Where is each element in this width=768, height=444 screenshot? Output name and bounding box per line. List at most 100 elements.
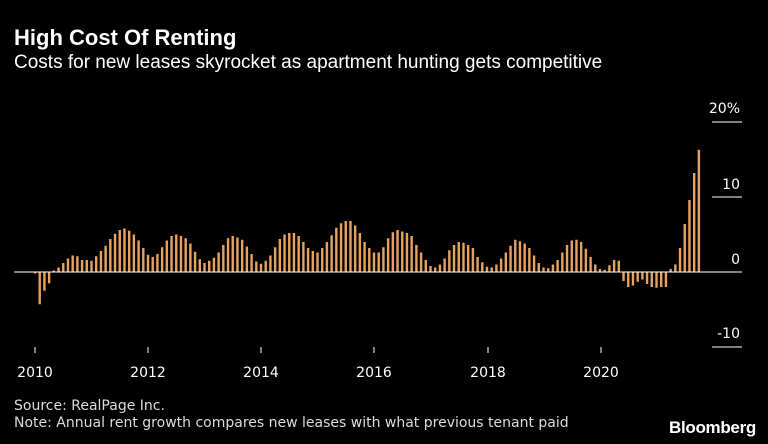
bar-66 [344, 221, 347, 272]
bar-8 [71, 255, 74, 272]
bar-49 [264, 260, 267, 272]
bar-52 [278, 239, 282, 272]
bar-27 [160, 247, 164, 272]
bar-14 [99, 251, 103, 272]
bar-62 [325, 242, 329, 272]
bar-125 [622, 272, 625, 281]
bar-9 [76, 256, 79, 272]
bar-18 [118, 230, 121, 272]
bar-120 [598, 269, 602, 272]
bar-98 [495, 264, 498, 272]
bar-42 [231, 236, 234, 272]
bar-1 [38, 272, 41, 305]
bar-34 [193, 251, 197, 272]
bar-103 [518, 241, 522, 272]
bar-140 [692, 173, 696, 272]
bar-30 [175, 234, 178, 272]
bar-96 [485, 266, 489, 272]
bar-61 [321, 248, 324, 272]
bar-136 [674, 264, 677, 272]
bar-73 [377, 252, 380, 272]
bar-138 [683, 224, 686, 272]
bar-6 [62, 263, 65, 272]
y-tick-label-neg10: -10 [717, 326, 740, 342]
bar-106 [532, 255, 536, 272]
bar-93 [471, 248, 475, 272]
bar-92 [466, 245, 470, 272]
bar-109 [547, 268, 550, 272]
bar-121 [603, 269, 606, 272]
bar-69 [358, 233, 362, 272]
bar-91 [462, 242, 465, 272]
bar-59 [311, 251, 314, 272]
bar-101 [509, 245, 512, 272]
bar-77 [396, 230, 399, 272]
bar-71 [368, 248, 371, 272]
bar-54 [288, 233, 291, 272]
bar-75 [386, 238, 390, 272]
bar-33 [189, 243, 192, 272]
bar-36 [203, 263, 206, 272]
bar-108 [542, 267, 545, 272]
bar-44 [240, 239, 244, 272]
bar-21 [132, 234, 136, 272]
bar-87 [443, 258, 446, 272]
bar-11 [85, 260, 88, 272]
bar-2 [43, 272, 46, 291]
bar-64 [335, 227, 338, 272]
bar-68 [353, 225, 357, 272]
y-axis: 20% 10 0 -10 [709, 101, 742, 348]
bar-114 [570, 240, 573, 272]
bar-40 [222, 245, 225, 272]
bar-141 [697, 149, 701, 272]
bar-111 [556, 260, 559, 272]
bar-99 [499, 258, 503, 272]
bar-83 [424, 260, 427, 272]
bar-79 [405, 233, 409, 272]
bar-81 [415, 245, 418, 272]
bar-76 [391, 232, 395, 272]
y-tick-label-0: 0 [731, 252, 740, 268]
bar-37 [208, 260, 211, 272]
bar-45 [245, 246, 249, 272]
bar-46 [250, 254, 253, 272]
bar-51 [273, 247, 277, 272]
bar-63 [330, 235, 333, 272]
bar-41 [226, 238, 230, 272]
bar-13 [95, 256, 98, 272]
bar-118 [589, 257, 592, 272]
bar-90 [457, 242, 460, 272]
bar-12 [90, 260, 93, 272]
bar-20 [127, 230, 131, 272]
bar-32 [184, 238, 187, 272]
bar-53 [283, 234, 286, 272]
bar-43 [236, 237, 239, 272]
y-tick-label-20: 20% [709, 101, 740, 117]
bar-29 [170, 236, 173, 272]
bar-119 [594, 264, 597, 272]
bar-112 [561, 252, 564, 272]
bar-5 [57, 267, 60, 272]
bar-47 [255, 261, 258, 272]
bar-39 [217, 252, 220, 272]
bars-series [33, 149, 701, 305]
bar-7 [66, 258, 70, 272]
bar-117 [584, 248, 588, 272]
bar-23 [142, 248, 145, 272]
bar-124 [617, 260, 621, 272]
x-tick-label-2016: 2016 [356, 365, 392, 381]
bar-67 [349, 221, 352, 272]
bar-88 [448, 250, 451, 272]
bar-137 [678, 248, 682, 272]
bar-78 [401, 231, 404, 272]
bar-132 [655, 272, 658, 288]
bar-48 [259, 263, 263, 272]
bar-131 [650, 272, 653, 287]
bar-17 [113, 233, 117, 272]
bar-84 [429, 266, 432, 272]
bar-128 [636, 272, 639, 282]
bar-15 [104, 245, 107, 272]
bar-19 [123, 228, 126, 272]
bar-104 [523, 243, 526, 272]
x-tick-label-2020: 2020 [583, 365, 619, 381]
